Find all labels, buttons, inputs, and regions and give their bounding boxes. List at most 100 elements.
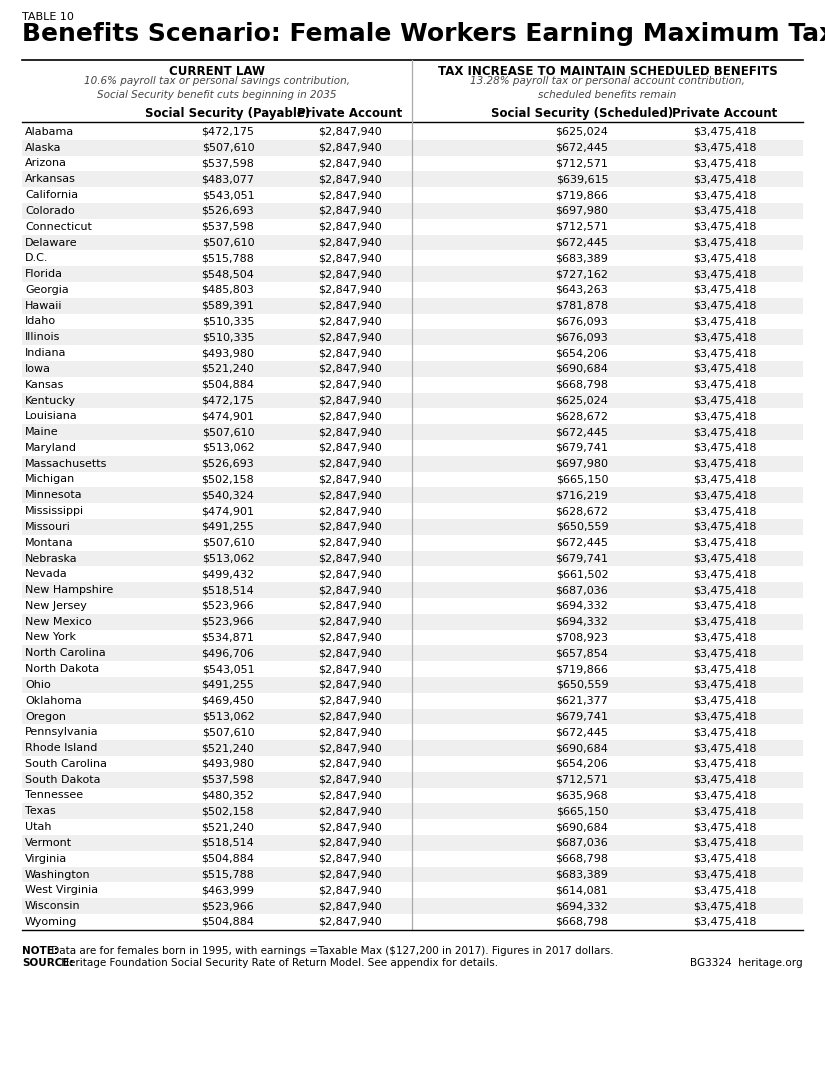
Text: $3,475,418: $3,475,418 (693, 632, 757, 643)
Text: $3,475,418: $3,475,418 (693, 886, 757, 895)
Text: $493,980: $493,980 (201, 348, 254, 358)
Text: $2,847,940: $2,847,940 (318, 743, 382, 753)
Text: $3,475,418: $3,475,418 (693, 300, 757, 311)
Text: $2,847,940: $2,847,940 (318, 632, 382, 643)
Text: $2,847,940: $2,847,940 (318, 363, 382, 374)
Text: $727,162: $727,162 (555, 269, 609, 280)
Text: $2,847,940: $2,847,940 (318, 396, 382, 406)
Text: $690,684: $690,684 (555, 743, 609, 753)
Text: $2,847,940: $2,847,940 (318, 537, 382, 547)
Text: $2,847,940: $2,847,940 (318, 522, 382, 532)
Text: $2,847,940: $2,847,940 (318, 759, 382, 769)
Text: $3,475,418: $3,475,418 (693, 332, 757, 343)
Text: $2,847,940: $2,847,940 (318, 869, 382, 879)
Text: Missouri: Missouri (25, 522, 71, 532)
Text: $687,036: $687,036 (555, 838, 608, 848)
Text: $2,847,940: $2,847,940 (318, 237, 382, 247)
Text: $665,150: $665,150 (556, 806, 608, 816)
Bar (22, 267, 803, 282)
Text: $480,352: $480,352 (201, 791, 254, 801)
Text: Heritage Foundation Social Security Rate of Return Model. See appendix for detai: Heritage Foundation Social Security Rate… (58, 957, 498, 968)
Text: $513,062: $513,062 (201, 712, 254, 721)
Text: $2,847,940: $2,847,940 (318, 474, 382, 484)
Text: $2,847,940: $2,847,940 (318, 411, 382, 421)
Text: $589,391: $589,391 (201, 300, 254, 311)
Text: $2,847,940: $2,847,940 (318, 443, 382, 453)
Text: $2,847,940: $2,847,940 (318, 648, 382, 658)
Text: SOURCE:: SOURCE: (22, 957, 73, 968)
Text: Georgia: Georgia (25, 285, 68, 295)
Text: $3,475,418: $3,475,418 (693, 411, 757, 421)
Text: $3,475,418: $3,475,418 (693, 396, 757, 406)
Text: Tennessee: Tennessee (25, 791, 83, 801)
Text: $3,475,418: $3,475,418 (693, 712, 757, 721)
Text: $712,571: $712,571 (555, 775, 609, 784)
Text: $510,335: $510,335 (202, 332, 254, 343)
Text: Iowa: Iowa (25, 363, 51, 374)
Text: Social Security (Payable): Social Security (Payable) (145, 107, 311, 120)
Text: $513,062: $513,062 (201, 443, 254, 453)
Text: $2,847,940: $2,847,940 (318, 854, 382, 864)
Text: $3,475,418: $3,475,418 (693, 601, 757, 610)
Text: $2,847,940: $2,847,940 (318, 823, 382, 832)
Text: New York: New York (25, 632, 76, 643)
Text: $2,847,940: $2,847,940 (318, 791, 382, 801)
Text: $2,847,940: $2,847,940 (318, 348, 382, 358)
Text: $2,847,940: $2,847,940 (318, 269, 382, 280)
Text: $2,847,940: $2,847,940 (318, 569, 382, 579)
Text: $537,598: $537,598 (201, 222, 254, 232)
Text: $3,475,418: $3,475,418 (693, 695, 757, 706)
Text: $3,475,418: $3,475,418 (693, 585, 757, 595)
Text: $3,475,418: $3,475,418 (693, 474, 757, 484)
Text: $502,158: $502,158 (201, 474, 254, 484)
Text: $2,847,940: $2,847,940 (318, 664, 382, 675)
Bar (22, 582, 803, 598)
Text: $625,024: $625,024 (555, 127, 609, 137)
Text: Idaho: Idaho (25, 317, 56, 326)
Text: Social Security (Scheduled): Social Security (Scheduled) (491, 107, 673, 120)
Bar (22, 708, 803, 725)
Text: $523,966: $523,966 (201, 617, 254, 627)
Text: $469,450: $469,450 (201, 695, 254, 706)
Text: $515,788: $515,788 (201, 869, 254, 879)
Text: Mississippi: Mississippi (25, 506, 84, 516)
Text: $2,847,940: $2,847,940 (318, 459, 382, 469)
Text: $3,475,418: $3,475,418 (693, 664, 757, 675)
Text: $3,475,418: $3,475,418 (693, 823, 757, 832)
Text: $2,847,940: $2,847,940 (318, 601, 382, 610)
Text: $625,024: $625,024 (555, 396, 609, 406)
Text: $668,798: $668,798 (555, 854, 609, 864)
Text: $687,036: $687,036 (555, 585, 608, 595)
Text: Pennsylvania: Pennsylvania (25, 727, 99, 738)
Bar (22, 235, 803, 250)
Text: Kentucky: Kentucky (25, 396, 76, 406)
Text: Indiana: Indiana (25, 348, 67, 358)
Bar (22, 393, 803, 408)
Text: $665,150: $665,150 (556, 474, 608, 484)
Text: $499,432: $499,432 (201, 569, 255, 579)
Text: $694,332: $694,332 (555, 901, 609, 911)
Text: $712,571: $712,571 (555, 159, 609, 169)
Text: Michigan: Michigan (25, 474, 75, 484)
Text: $3,475,418: $3,475,418 (693, 174, 757, 184)
Text: $518,514: $518,514 (201, 585, 254, 595)
Text: $697,980: $697,980 (555, 206, 609, 215)
Text: $485,803: $485,803 (201, 285, 254, 295)
Text: $521,240: $521,240 (201, 743, 254, 753)
Text: $712,571: $712,571 (555, 222, 609, 232)
Bar (22, 456, 803, 471)
Text: $2,847,940: $2,847,940 (318, 300, 382, 311)
Text: 10.6% payroll tax or personal savings contribution,
Social Security benefit cuts: 10.6% payroll tax or personal savings co… (84, 76, 350, 100)
Text: Oklahoma: Oklahoma (25, 695, 82, 706)
Text: $523,966: $523,966 (201, 901, 254, 911)
Text: $3,475,418: $3,475,418 (693, 269, 757, 280)
Bar (22, 899, 803, 914)
Text: $507,610: $507,610 (201, 428, 254, 437)
Text: $2,847,940: $2,847,940 (318, 727, 382, 738)
Text: $3,475,418: $3,475,418 (693, 917, 757, 927)
Text: $504,884: $504,884 (201, 917, 254, 927)
Text: $3,475,418: $3,475,418 (693, 569, 757, 579)
Text: $526,693: $526,693 (201, 459, 254, 469)
Bar (22, 203, 803, 219)
Bar (22, 740, 803, 756)
